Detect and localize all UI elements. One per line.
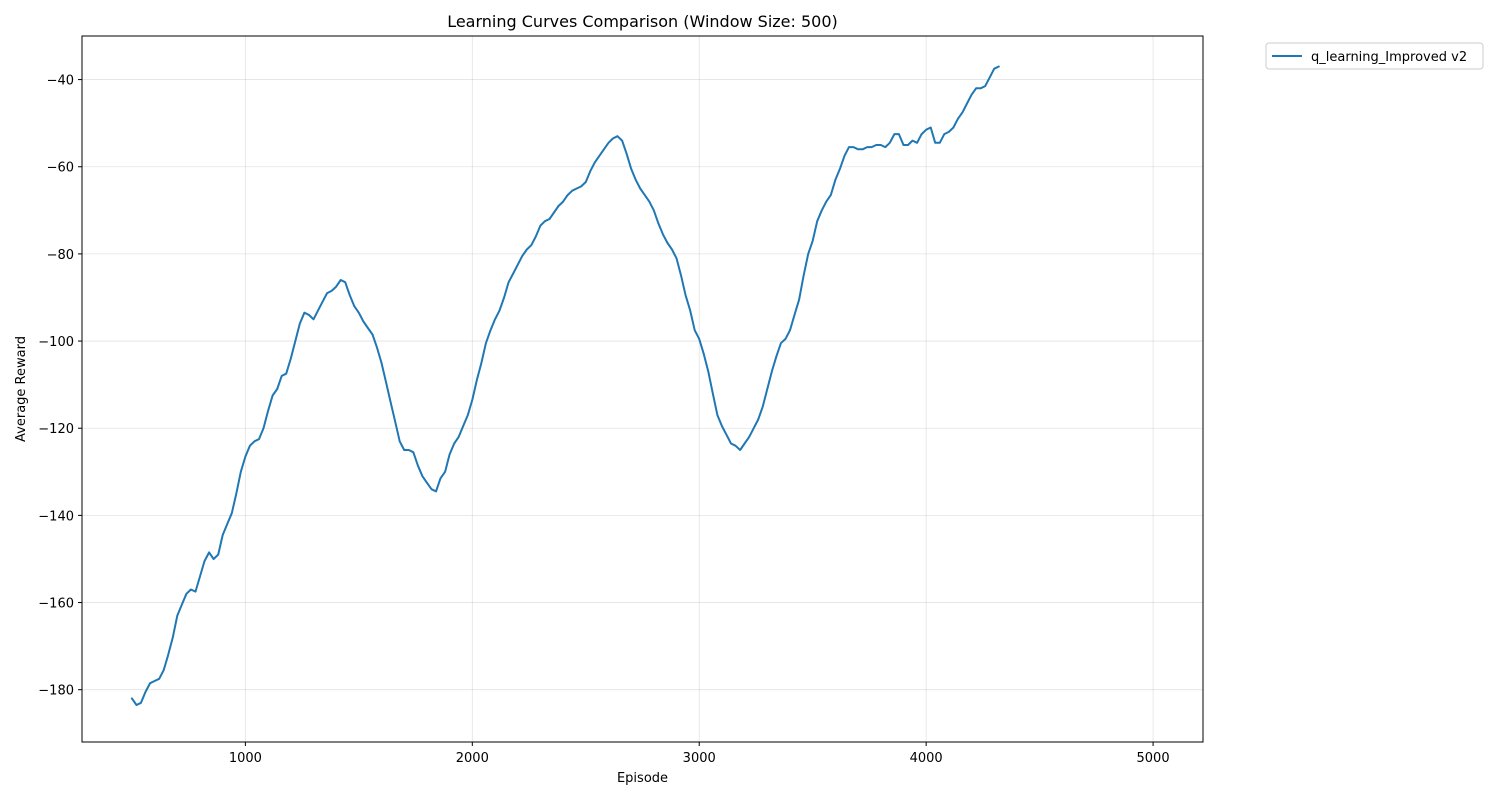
x-tick-label: 4000: [910, 751, 943, 766]
legend-label: q_learning_Improved v2: [1311, 50, 1467, 65]
y-tick-label: −40: [47, 74, 74, 89]
series-layer: [130, 65, 1000, 706]
chart-title: Learning Curves Comparison (Window Size:…: [447, 12, 838, 31]
x-tick-label: 5000: [1137, 751, 1170, 766]
y-tick-label: −140: [38, 509, 74, 524]
y-tick-label: −80: [47, 248, 74, 263]
x-tick-label: 2000: [456, 751, 489, 766]
y-tick-label: −120: [38, 422, 74, 437]
y-tick-label: −60: [47, 161, 74, 176]
x-tick-label: 1000: [229, 751, 262, 766]
y-tick-label: −160: [38, 597, 74, 612]
y-tick-label: −100: [38, 335, 74, 350]
axes-frame: [81, 35, 1204, 743]
x-tick-label: 3000: [683, 751, 716, 766]
grid-lines: [82, 36, 1203, 742]
series-line-0: [130, 65, 1000, 706]
tick-marks: 1000 2000 3000 4000 5000 −180 −160 −140 −120 −100…: [38, 74, 1169, 766]
x-axis-label: Episode: [617, 771, 668, 786]
legend: q_learning_Improved v2: [1265, 42, 1484, 70]
legend-box: [1265, 42, 1484, 70]
y-tick-label: −180: [38, 684, 74, 699]
y-axis-label: Average Reward: [14, 336, 29, 442]
